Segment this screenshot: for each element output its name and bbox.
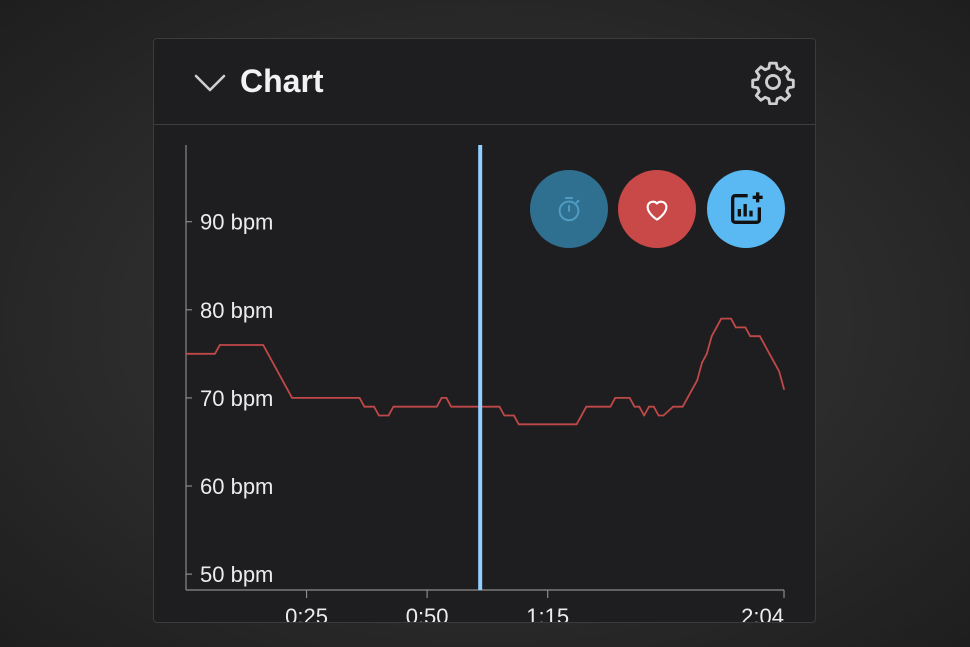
data-point — [575, 423, 578, 426]
data-point — [720, 317, 723, 320]
data-point — [440, 397, 443, 399]
data-point — [701, 361, 703, 364]
data-point — [730, 317, 732, 320]
data-point — [652, 405, 655, 408]
x-axis-ticks: 0:25 0:50 1:15 2:04 — [285, 590, 785, 623]
data-point — [778, 370, 781, 373]
chart-add-icon — [731, 192, 763, 224]
data-point — [445, 397, 448, 399]
x-tick-label: 1:15 — [526, 604, 569, 623]
series-layer — [185, 317, 785, 426]
data-point — [657, 414, 660, 417]
y-axis-ticks: 50 bpm 60 bpm 70 bpm 80 bpm 90 bpm — [186, 210, 273, 587]
data-point — [358, 397, 361, 399]
data-point — [638, 405, 641, 408]
data-point — [749, 335, 752, 338]
data-point — [185, 352, 187, 355]
data-point — [648, 405, 650, 408]
data-point — [677, 405, 679, 408]
data-point — [739, 326, 742, 329]
y-tick-label: 90 bpm — [200, 210, 273, 235]
data-point — [681, 405, 684, 408]
add-chart-button[interactable] — [707, 170, 785, 248]
data-point — [392, 405, 395, 408]
data-point — [614, 397, 617, 399]
heart-rate-line — [186, 317, 785, 426]
y-tick-label: 50 bpm — [200, 562, 273, 587]
heart-icon — [646, 200, 668, 221]
data-point — [662, 414, 665, 417]
x-tick-label: 0:50 — [406, 604, 449, 623]
data-point — [373, 405, 375, 408]
heart-rate-chart: 50 bpm 60 bpm 70 bpm 80 bpm 90 bpm 0:25 0:50 1… — [185, 145, 785, 623]
stopwatch-icon — [558, 197, 580, 222]
timer-button[interactable] — [530, 170, 608, 248]
y-tick-label: 60 bpm — [200, 474, 273, 499]
data-point — [450, 405, 453, 408]
gear-icon[interactable] — [750, 59, 796, 105]
data-point — [783, 388, 785, 390]
data-point — [363, 405, 366, 408]
data-point — [517, 423, 520, 426]
x-tick-label: 2:04 — [741, 604, 784, 623]
data-point — [435, 405, 438, 408]
data-point — [754, 335, 756, 338]
data-point — [734, 326, 737, 329]
data-point — [503, 414, 506, 417]
data-point — [498, 405, 501, 408]
y-tick-label: 70 bpm — [200, 386, 273, 411]
y-tick-label: 80 bpm — [200, 298, 273, 323]
data-point — [296, 397, 298, 399]
data-point — [262, 344, 265, 346]
data-point — [590, 405, 592, 408]
data-point — [628, 397, 631, 399]
data-point — [633, 405, 636, 408]
chart-panel: Chart 50 bpm 60 bpm 70 bpm 80 bpm 90 bpm 0:2… — [153, 38, 816, 623]
data-point — [672, 405, 674, 408]
panel-header: Chart — [154, 39, 815, 125]
data-point — [585, 405, 588, 408]
data-point — [715, 326, 718, 329]
data-point — [710, 335, 713, 338]
x-tick-label: 0:25 — [285, 604, 328, 623]
data-point — [609, 405, 612, 408]
data-point — [643, 414, 645, 417]
data-point — [759, 335, 761, 338]
panel-title: Chart — [240, 63, 324, 99]
data-point — [267, 352, 269, 355]
data-point — [387, 414, 390, 417]
data-point — [705, 352, 708, 355]
data-point — [513, 414, 515, 417]
data-point — [214, 352, 216, 355]
data-point — [580, 414, 583, 417]
data-point — [291, 397, 293, 399]
chevron-down-icon[interactable] — [192, 67, 228, 97]
data-point — [763, 344, 766, 346]
data-point — [744, 326, 747, 329]
data-point — [378, 414, 380, 417]
data-point — [686, 397, 689, 399]
data-point — [725, 317, 727, 320]
data-point — [773, 361, 776, 364]
chart-axes — [185, 145, 784, 591]
data-point — [696, 379, 699, 382]
data-point — [768, 352, 771, 355]
heart-rate-button[interactable] — [618, 170, 696, 248]
data-point — [218, 344, 221, 346]
